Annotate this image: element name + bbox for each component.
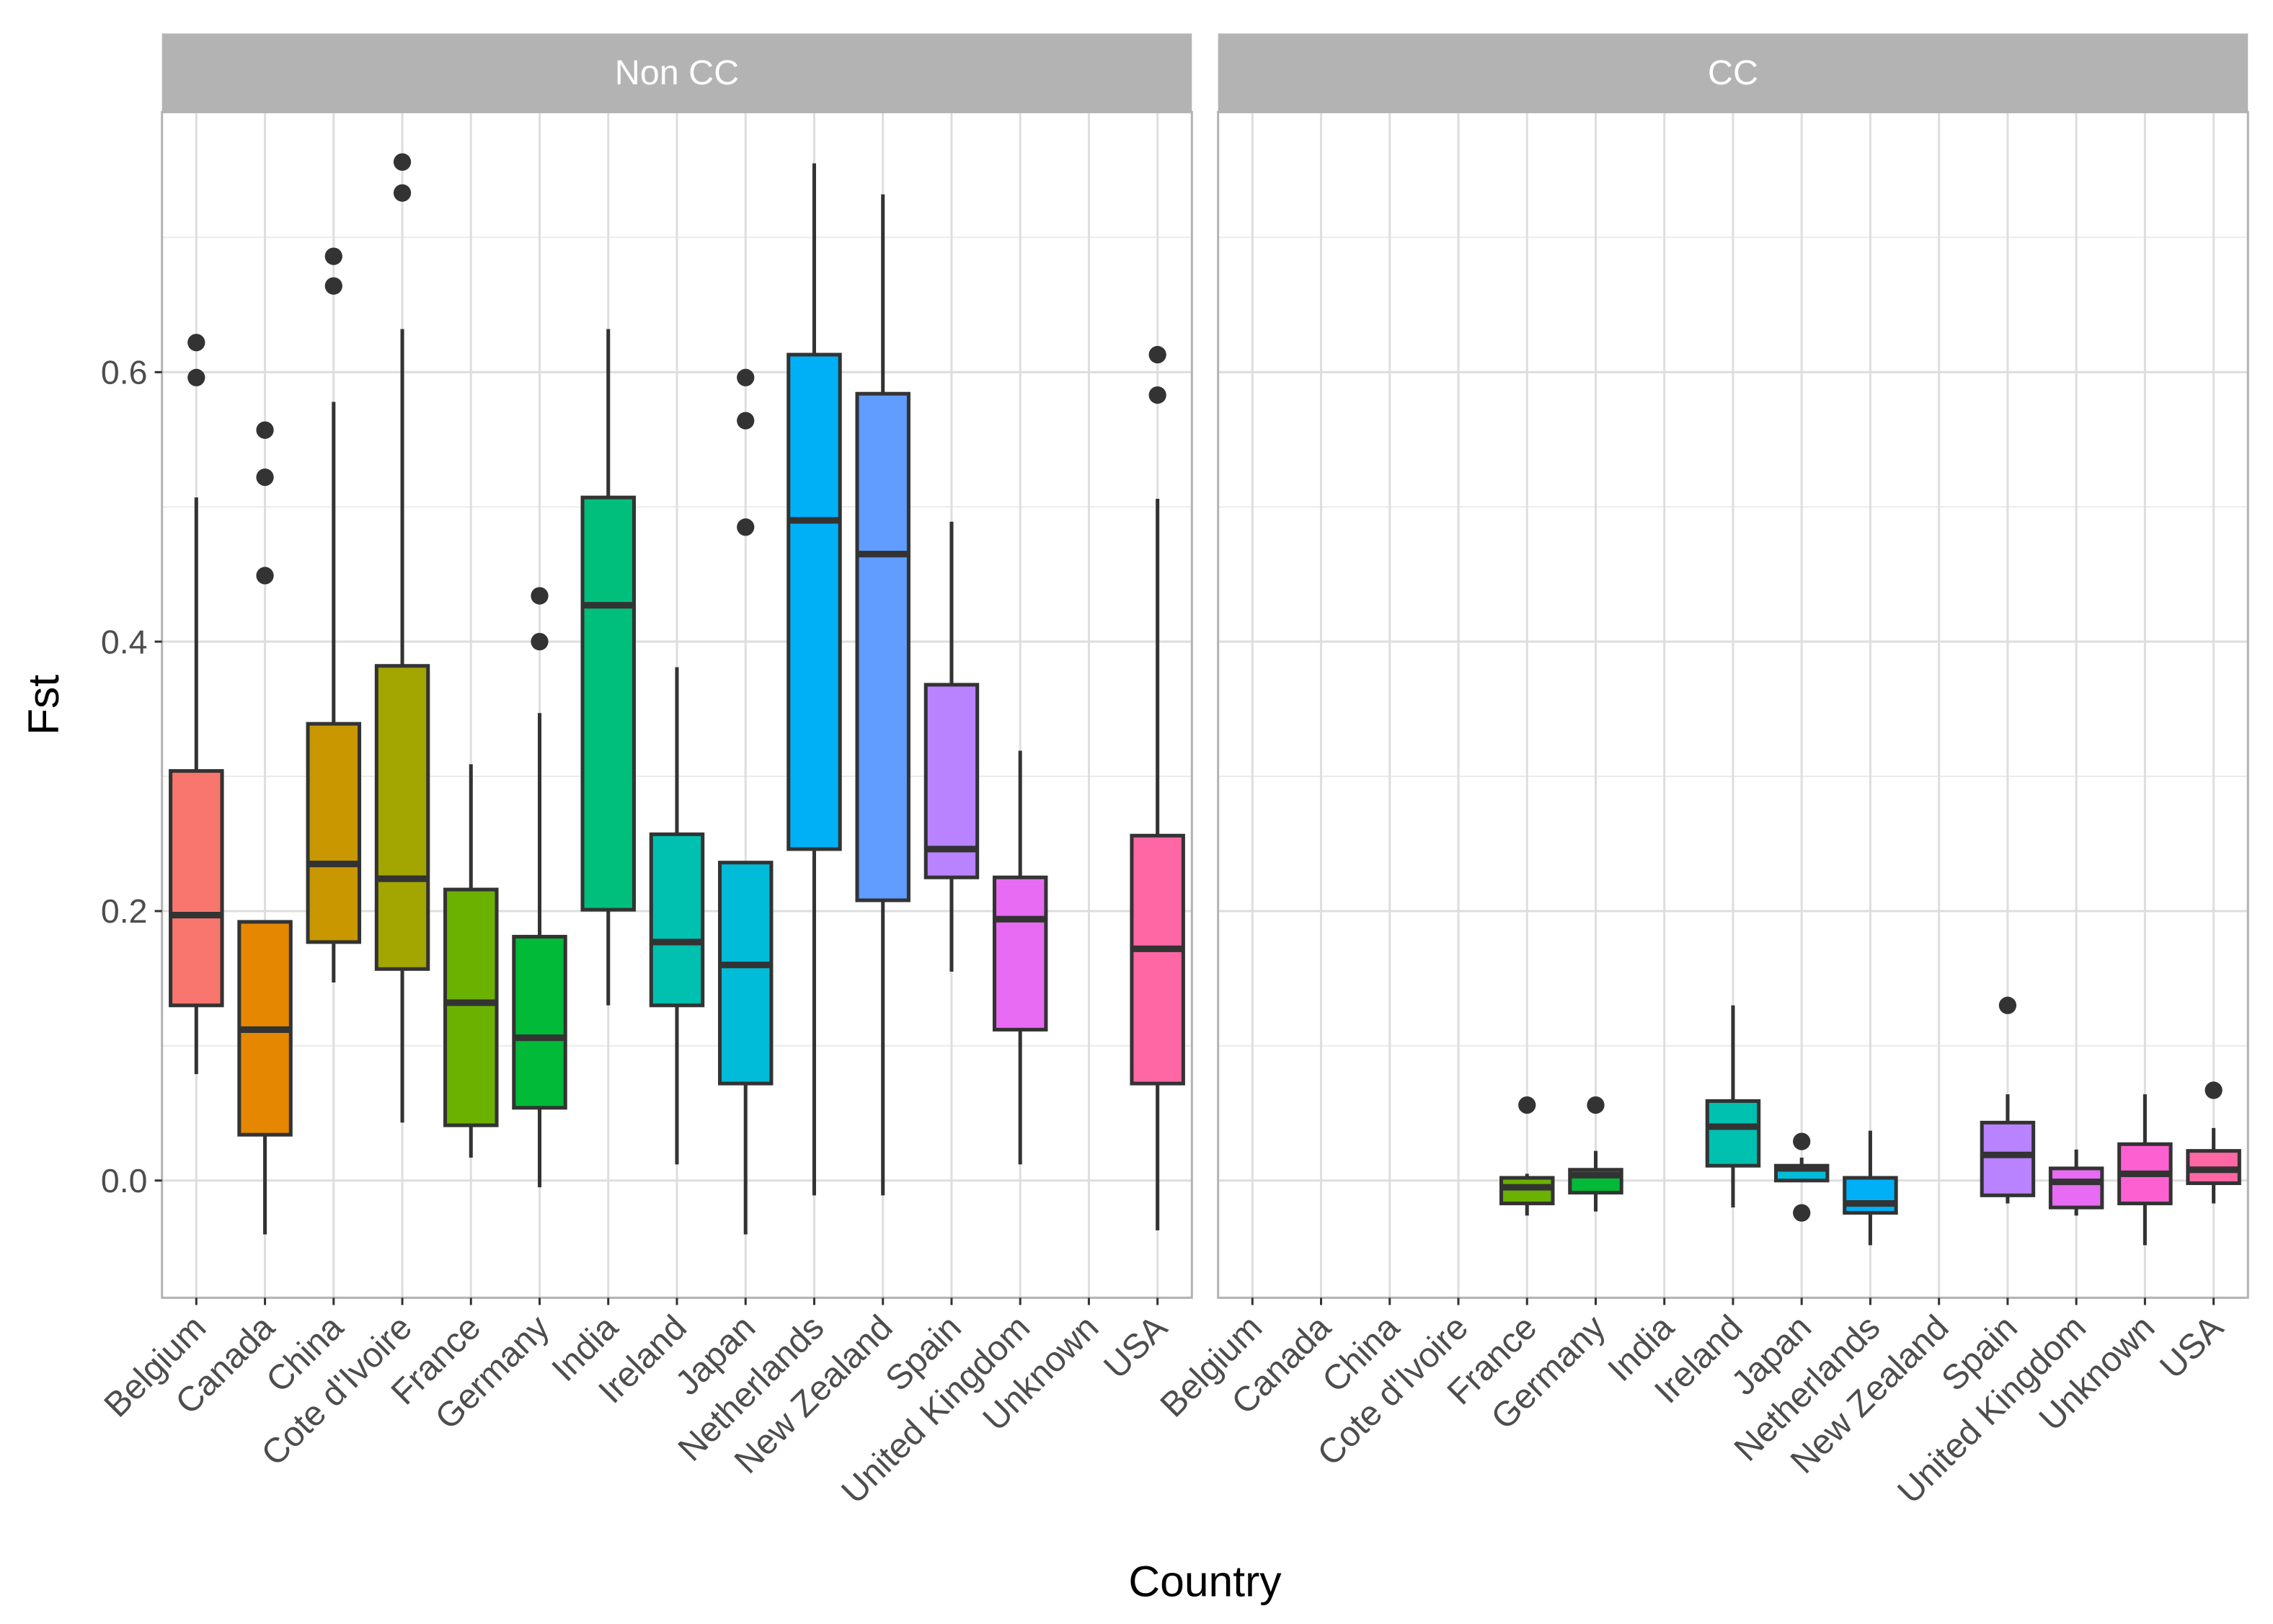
box-france (1499, 1096, 1555, 1216)
box-ireland (649, 667, 705, 1165)
outlier-point (393, 153, 412, 171)
box-body (992, 875, 1048, 1031)
box-body (443, 887, 499, 1127)
box-ireland (1705, 1005, 1761, 1208)
box-body (374, 664, 430, 971)
box-japan (717, 368, 774, 1235)
x-tick-label: USA (2153, 1308, 2231, 1386)
box-body (2048, 1166, 2104, 1210)
box-canada (237, 421, 293, 1235)
box-body (1980, 1120, 2036, 1197)
box-body (1130, 833, 1185, 1086)
box-germany (512, 587, 567, 1188)
outlier-point (1793, 1204, 1811, 1222)
outlier-point (737, 518, 755, 536)
box-united-kingdom (2048, 1149, 2104, 1216)
outlier-point (324, 247, 342, 265)
box-body (717, 861, 774, 1086)
facet-strip (1218, 33, 2248, 112)
outlier-point (1518, 1096, 1536, 1114)
box-spain (1980, 996, 2036, 1204)
box-india (580, 329, 636, 1006)
box-usa (1130, 345, 1185, 1230)
box-body (306, 722, 362, 944)
facet-strip-label: Non CC (615, 53, 739, 92)
box-body (649, 832, 705, 1008)
facet-strip-label: CC (1708, 53, 1758, 92)
outlier-point (1148, 345, 1166, 364)
box-body (787, 352, 842, 851)
outlier-point (531, 587, 549, 605)
y-axis-title: Fst (19, 675, 68, 735)
box-body (169, 769, 224, 1008)
box-spain (923, 521, 980, 972)
box-unknown (2117, 1094, 2173, 1246)
box-body (1499, 1176, 1555, 1206)
y-tick-label: 0.0 (101, 1162, 148, 1199)
outlier-point (187, 334, 205, 352)
y-tick-label: 0.2 (101, 892, 148, 930)
box-cote-d-ivoire (374, 153, 430, 1123)
box-united-kingdom (992, 750, 1048, 1165)
outlier-point (531, 633, 549, 651)
box-body (580, 495, 636, 912)
box-body (1705, 1099, 1761, 1168)
outlier-point (1998, 996, 2017, 1014)
box-germany (1568, 1096, 1623, 1212)
box-usa (2186, 1081, 2241, 1204)
box-netherlands (787, 163, 842, 1196)
box-body (1843, 1176, 1898, 1215)
box-china (306, 247, 362, 983)
x-tick-label: USA (1096, 1308, 1175, 1386)
outlier-point (187, 368, 205, 386)
outlier-point (256, 567, 274, 585)
box-body (923, 683, 980, 879)
outlier-point (1148, 386, 1166, 404)
outlier-point (324, 277, 342, 295)
box-japan (1773, 1132, 1830, 1222)
y-tick-label: 0.4 (101, 623, 148, 660)
box-new-zealand (855, 194, 910, 1196)
outlier-point (737, 368, 755, 386)
outlier-point (1793, 1132, 1811, 1150)
outlier-point (2205, 1081, 2223, 1099)
box-body (512, 934, 567, 1110)
y-tick-label: 0.6 (101, 353, 148, 391)
outlier-point (737, 412, 755, 430)
box-belgium (169, 334, 224, 1075)
outlier-point (393, 184, 412, 202)
box-body (855, 391, 910, 902)
box-france (443, 764, 499, 1158)
outlier-point (256, 421, 274, 439)
facet-strip (161, 33, 1192, 112)
x-axis-title: Country (1128, 1557, 1282, 1606)
outlier-point (256, 468, 274, 487)
outlier-point (1587, 1096, 1605, 1114)
box-netherlands (1843, 1130, 1898, 1246)
